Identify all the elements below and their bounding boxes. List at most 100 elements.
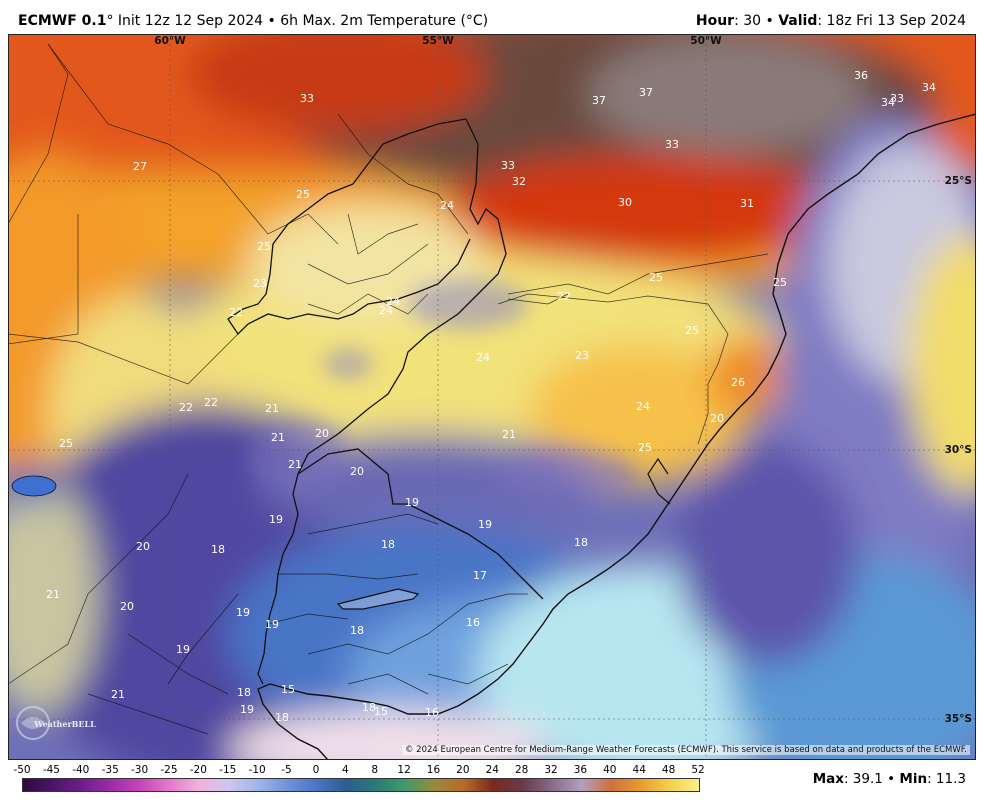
temp-label: 25: [296, 188, 310, 201]
temp-label: 22: [229, 306, 243, 319]
degree-mark: °: [106, 13, 114, 29]
boundaries: [8, 43, 976, 760]
title-detail: Init 12z 12 Sep 2024 • 6h Max. 2m Temper…: [113, 13, 489, 29]
temp-label: 15: [281, 683, 295, 696]
colorbar-tick: 36: [573, 764, 588, 776]
temp-label: 15: [374, 705, 388, 718]
temp-label: 19: [269, 513, 283, 526]
temp-label: 21: [111, 688, 125, 701]
temp-label: 36: [854, 69, 868, 82]
colorbar-tick: -15: [219, 764, 237, 776]
colorbar-tick: 24: [485, 764, 499, 776]
colorbar-tick: 28: [514, 764, 529, 776]
temp-label: 37: [592, 94, 606, 107]
max-min-stats: Max: 39.1 • Min: 11.3: [813, 771, 966, 787]
temp-label: 17: [473, 569, 487, 582]
temp-label: 23: [253, 277, 267, 290]
lon-label: 50°W: [690, 35, 722, 47]
temp-label: 30: [618, 196, 632, 209]
colorbar: [22, 778, 700, 792]
colorbar-tick: 48: [661, 764, 676, 776]
temp-label: 20: [120, 600, 134, 613]
temp-label: 31: [740, 197, 754, 210]
valid-value: : 18z Fri 13 Sep 2024: [817, 13, 966, 29]
temp-label: 21: [502, 428, 516, 441]
max-value: : 39.1 •: [843, 771, 900, 787]
temp-label: 20: [350, 465, 364, 478]
temp-label: 20: [710, 412, 724, 425]
temp-label: 24: [440, 199, 454, 212]
temp-label: 27: [133, 160, 147, 173]
colorbar-tick: 8: [371, 764, 379, 776]
map-title: ECMWF 0.1° Init 12z 12 Sep 2024 • 6h Max…: [18, 13, 488, 29]
temp-label: 25: [773, 276, 787, 289]
colorbar-ticks: -50 -45 -40 -35 -30 -25 -20 -15 -10 -5 0 4 8 12 16 20 24…: [0, 764, 720, 778]
min-value: : 11.3: [927, 771, 966, 787]
temp-label: 37: [639, 86, 653, 99]
colorbar-tick: 16: [426, 764, 441, 776]
colorbar-tick: -10: [248, 764, 266, 776]
valid-label: Valid: [778, 13, 818, 29]
temp-label: 19: [240, 703, 254, 716]
graticule: [8, 34, 976, 760]
temp-label: 24: [636, 400, 650, 413]
colorbar-tick: -5: [281, 764, 292, 776]
lat-label: 30°S: [945, 444, 972, 456]
lake: [11, 475, 57, 497]
temp-label: 18: [350, 624, 364, 637]
temp-label: 18: [574, 536, 588, 549]
temp-label: 16: [466, 616, 480, 629]
temp-label: 25: [638, 441, 652, 454]
temp-label: 33: [890, 92, 904, 105]
temp-label: 33: [300, 92, 314, 105]
temp-label: 19: [478, 518, 492, 531]
temp-label: 25: [649, 271, 663, 284]
lon-label: 60°W: [154, 35, 186, 47]
temp-label: 22: [179, 401, 193, 414]
model-name: ECMWF 0.1: [18, 13, 107, 29]
colorbar-tick: 0: [312, 764, 320, 776]
temp-label: 25: [257, 240, 271, 253]
colorbar-tick: -45: [42, 764, 60, 776]
colorbar-tick: 52: [691, 764, 705, 776]
hour-value: : 30 •: [734, 13, 779, 29]
temp-label: 26: [731, 376, 745, 389]
temp-label: 23: [575, 349, 589, 362]
temp-label: 34: [881, 96, 895, 109]
temp-label: 21: [271, 431, 285, 444]
min-label: Min: [899, 771, 928, 787]
hour-label: Hour: [695, 13, 735, 29]
temp-label: 24: [379, 304, 393, 317]
temp-label: 20: [136, 540, 150, 553]
logo-text: WeatherBELL: [33, 719, 96, 729]
colorbar-tick: -40: [72, 764, 90, 776]
temp-label: 24: [476, 351, 490, 364]
temp-label: 21: [46, 588, 60, 601]
colorbar-tick: -20: [189, 764, 207, 776]
valid-time: Hour: 30 • Valid: 18z Fri 13 Sep 2024: [696, 13, 966, 29]
temp-label: 19: [236, 606, 250, 619]
lat-label: 25°S: [945, 175, 972, 187]
temp-label: 34: [922, 81, 936, 94]
colorbar-tick: -50: [13, 764, 31, 776]
temperature-map[interactable]: 60°W 55°W 50°W 25°S 30°S 35°S 33 37 37 3…: [8, 34, 976, 760]
copyright-notice: © 2024 European Centre for Medium-Range …: [401, 745, 970, 755]
colorbar-tick: 40: [603, 764, 617, 776]
colorbar-tick: -25: [160, 764, 178, 776]
temp-label: 18: [362, 701, 376, 714]
temp-label: 19: [405, 496, 419, 509]
max-label: Max: [812, 771, 844, 787]
colorbar-tick: 32: [544, 764, 558, 776]
lon-label: 55°W: [422, 35, 454, 47]
temp-label: 19: [176, 643, 190, 656]
temp-label: 21: [265, 402, 279, 415]
temp-label: 22: [204, 396, 218, 409]
colorbar-tick: -30: [130, 764, 149, 776]
temp-label: 20: [315, 427, 329, 440]
temperature-field: [8, 34, 976, 760]
temp-label: 33: [665, 138, 679, 151]
colorbar-tick: 12: [397, 764, 411, 776]
temperature-labels: 33 37 37 36 34 33 34 27 33 32 33 30 31 2…: [46, 69, 936, 724]
temp-label: 32: [512, 175, 526, 188]
lat-label: 35°S: [945, 713, 972, 725]
